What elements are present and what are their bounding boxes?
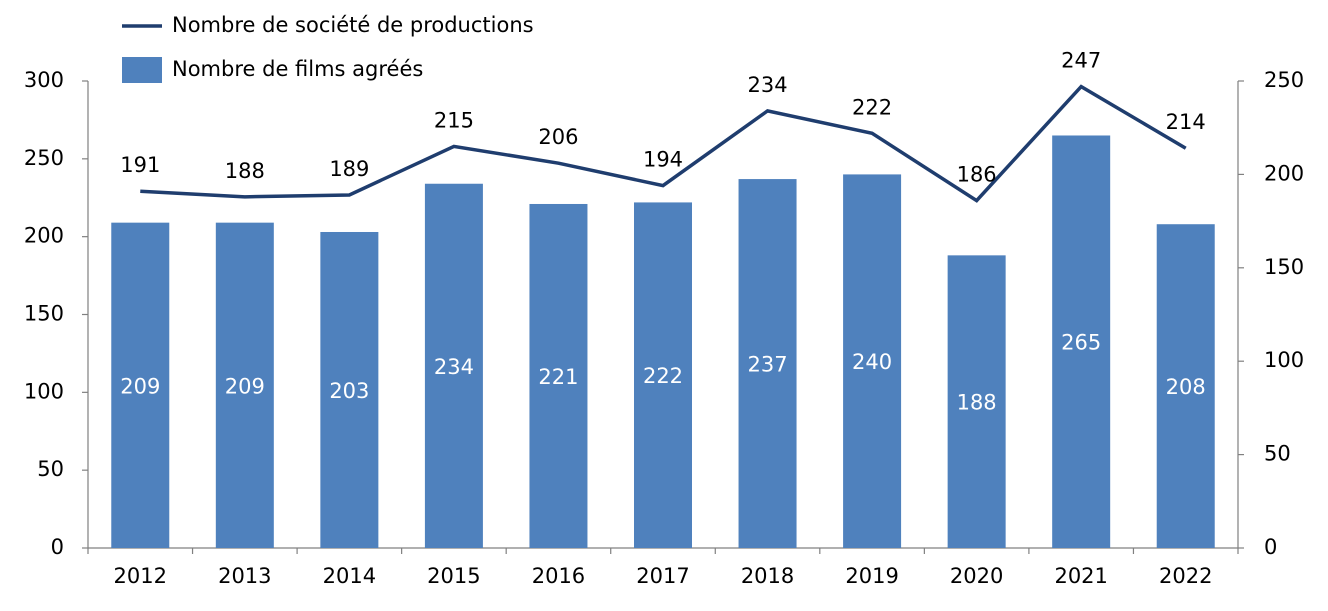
bar xyxy=(529,203,588,548)
bar-value-label: 234 xyxy=(434,355,474,379)
legend-swatch xyxy=(122,57,162,83)
bar xyxy=(634,202,692,549)
y2-tick-label: 150 xyxy=(1264,255,1304,279)
line-value-label: 247 xyxy=(1061,49,1101,73)
y-tick-label: 50 xyxy=(37,457,64,481)
line-value-label: 206 xyxy=(538,125,578,149)
line xyxy=(140,84,1187,203)
bar-value-label: 221 xyxy=(538,365,578,389)
line-value-label: 186 xyxy=(957,163,997,187)
bar xyxy=(843,174,902,548)
x-tick-label: 2016 xyxy=(532,564,585,588)
line-value-label: 215 xyxy=(434,108,474,132)
bar-value-label: 237 xyxy=(747,353,787,377)
bar-value-label: 188 xyxy=(957,391,997,415)
bar xyxy=(320,231,379,548)
line-value-label: 194 xyxy=(643,148,683,172)
bar-value-label: 209 xyxy=(120,374,160,398)
bar xyxy=(424,183,483,549)
y-tick-label: 100 xyxy=(24,379,64,403)
line-value-label: 189 xyxy=(329,157,369,181)
x-tick-label: 2022 xyxy=(1159,564,1212,588)
x-tick-label: 2015 xyxy=(427,564,480,588)
legend-label: Nombre de société de productions xyxy=(172,13,534,37)
bar-value-label: 265 xyxy=(1061,331,1101,355)
y-tick-label: 150 xyxy=(24,302,64,326)
line-value-label: 188 xyxy=(225,159,265,183)
bar xyxy=(1156,224,1215,549)
bar xyxy=(1052,135,1111,548)
legend-label: Nombre de films agréés xyxy=(172,57,423,81)
y2-tick-label: 100 xyxy=(1264,348,1304,372)
x-tick-label: 2012 xyxy=(114,564,167,588)
x-tick-label: 2021 xyxy=(1054,564,1107,588)
y2-tick-label: 200 xyxy=(1264,161,1304,185)
x-tick-label: 2013 xyxy=(218,564,271,588)
y2-tick-label: 50 xyxy=(1264,442,1291,466)
y-tick-label: 200 xyxy=(24,224,64,248)
line-value-label: 214 xyxy=(1166,110,1206,134)
y2-tick-label: 0 xyxy=(1264,535,1277,559)
bar-value-label: 240 xyxy=(852,350,892,374)
line-value-label: 191 xyxy=(120,153,160,177)
bar-value-label: 222 xyxy=(643,364,683,388)
x-tick-label: 2020 xyxy=(950,564,1003,588)
y-tick-label: 0 xyxy=(51,535,64,559)
y-tick-label: 300 xyxy=(24,68,64,92)
line-value-label: 234 xyxy=(747,73,787,97)
x-tick-label: 2018 xyxy=(741,564,794,588)
bar xyxy=(215,222,274,548)
bar-value-label: 203 xyxy=(329,379,369,403)
bar-value-label: 208 xyxy=(1166,375,1206,399)
bar xyxy=(111,222,170,548)
bar xyxy=(947,255,1006,548)
y-tick-label: 250 xyxy=(24,146,64,170)
bar xyxy=(738,179,797,548)
bar-value-label: 209 xyxy=(225,374,265,398)
y2-tick-label: 250 xyxy=(1264,68,1304,92)
line-value-label: 222 xyxy=(852,95,892,119)
x-tick-label: 2014 xyxy=(323,564,376,588)
x-tick-label: 2019 xyxy=(845,564,898,588)
x-tick-label: 2017 xyxy=(636,564,689,588)
